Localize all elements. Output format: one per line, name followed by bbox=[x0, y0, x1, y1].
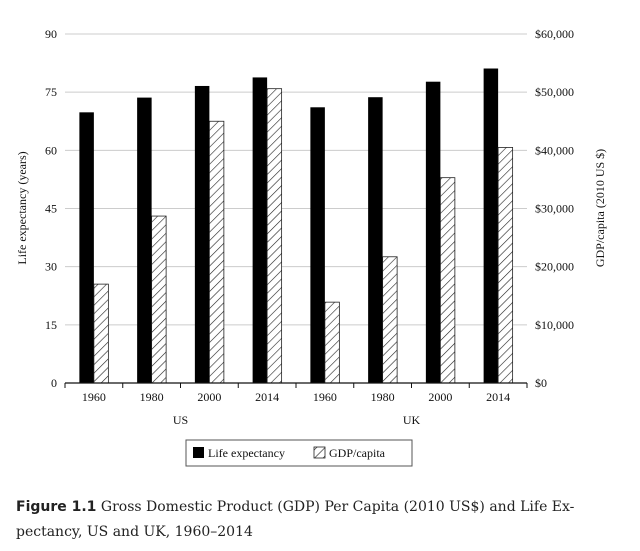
bar-gdp-capita bbox=[439, 177, 456, 384]
bar-life-expectancy bbox=[252, 77, 268, 383]
bar-gdp-capita bbox=[497, 147, 514, 384]
x-tick-label: 2000 bbox=[197, 390, 221, 404]
axes: 0 $0 15 $10,000 30 $20,000 45 $30,000 60 $40,000 7… bbox=[45, 27, 574, 427]
y-left-tick-label: 90 bbox=[45, 27, 57, 41]
y-left-tick-label: 30 bbox=[45, 260, 57, 274]
y-axis-left-title: Life expectancy (years) bbox=[15, 151, 29, 264]
x-tick-label: 1980 bbox=[140, 390, 164, 404]
y-left-tick-label: 15 bbox=[45, 318, 57, 332]
caption-text: Gross Domestic Product (GDP) Per Capita … bbox=[96, 499, 575, 515]
group-label: UK bbox=[403, 413, 421, 427]
bar-life-expectancy bbox=[79, 112, 94, 383]
y-right-tick-label: $60,000 bbox=[535, 27, 574, 41]
x-tick-label: 1960 bbox=[313, 390, 337, 404]
x-tick-label: 1960 bbox=[82, 390, 106, 404]
y-right-tick-label: $10,000 bbox=[535, 318, 574, 332]
chart: 0 $0 15 $10,000 30 $20,000 45 $30,000 60 $40,000 7… bbox=[15, 27, 607, 467]
legend-box bbox=[185, 439, 413, 467]
figure-caption: Figure 1.1 Gross Domestic Product (GDP) … bbox=[16, 495, 616, 545]
y-left-tick-label: 45 bbox=[45, 202, 57, 216]
y-right-tick-label: $50,000 bbox=[535, 85, 574, 99]
legend-label-gdp-capita: GDP/capita bbox=[329, 446, 386, 460]
caption-text-line-2: pectancy, US and UK, 1960–2014 bbox=[16, 524, 253, 540]
legend: Life expectancy GDP/capita bbox=[185, 439, 413, 467]
bar-life-expectancy bbox=[137, 97, 152, 384]
bar-gdp-capita bbox=[93, 283, 109, 384]
y-right-tick-label: $40,000 bbox=[535, 143, 574, 157]
x-tick-label: 2014 bbox=[255, 390, 279, 404]
bar-gdp-capita bbox=[266, 88, 283, 384]
y-axis-right-title: GDP/capita (2010 US $) bbox=[593, 149, 607, 267]
bar-life-expectancy bbox=[194, 85, 210, 383]
bar-life-expectancy bbox=[368, 97, 383, 384]
y-right-tick-label: $30,000 bbox=[535, 202, 574, 216]
y-left-tick-label: 0 bbox=[51, 376, 57, 390]
y-right-tick-label: $0 bbox=[535, 376, 547, 390]
legend-label-life-expectancy: Life expectancy bbox=[208, 446, 285, 460]
bar-gdp-capita bbox=[324, 301, 340, 384]
legend-swatch-gdp-capita bbox=[313, 446, 326, 459]
y-left-tick-label: 60 bbox=[45, 143, 57, 157]
group-label: US bbox=[173, 413, 188, 427]
y-left-tick-label: 75 bbox=[45, 85, 57, 99]
legend-swatch-life-expectancy bbox=[193, 447, 204, 458]
y-right-tick-label: $20,000 bbox=[535, 260, 574, 274]
bar-gdp-capita bbox=[151, 215, 167, 384]
bar-life-expectancy bbox=[310, 107, 325, 383]
x-tick-label: 1980 bbox=[371, 390, 395, 404]
bar-life-expectancy bbox=[425, 81, 441, 384]
gridlines bbox=[65, 33, 527, 326]
x-tick-label: 2014 bbox=[486, 390, 510, 404]
bar-life-expectancy bbox=[483, 68, 499, 384]
figure-label: Figure 1.1 bbox=[16, 499, 97, 515]
bars bbox=[79, 68, 514, 384]
x-tick-label: 2000 bbox=[428, 390, 452, 404]
bar-gdp-capita bbox=[382, 256, 398, 384]
bar-gdp-capita bbox=[208, 120, 225, 384]
